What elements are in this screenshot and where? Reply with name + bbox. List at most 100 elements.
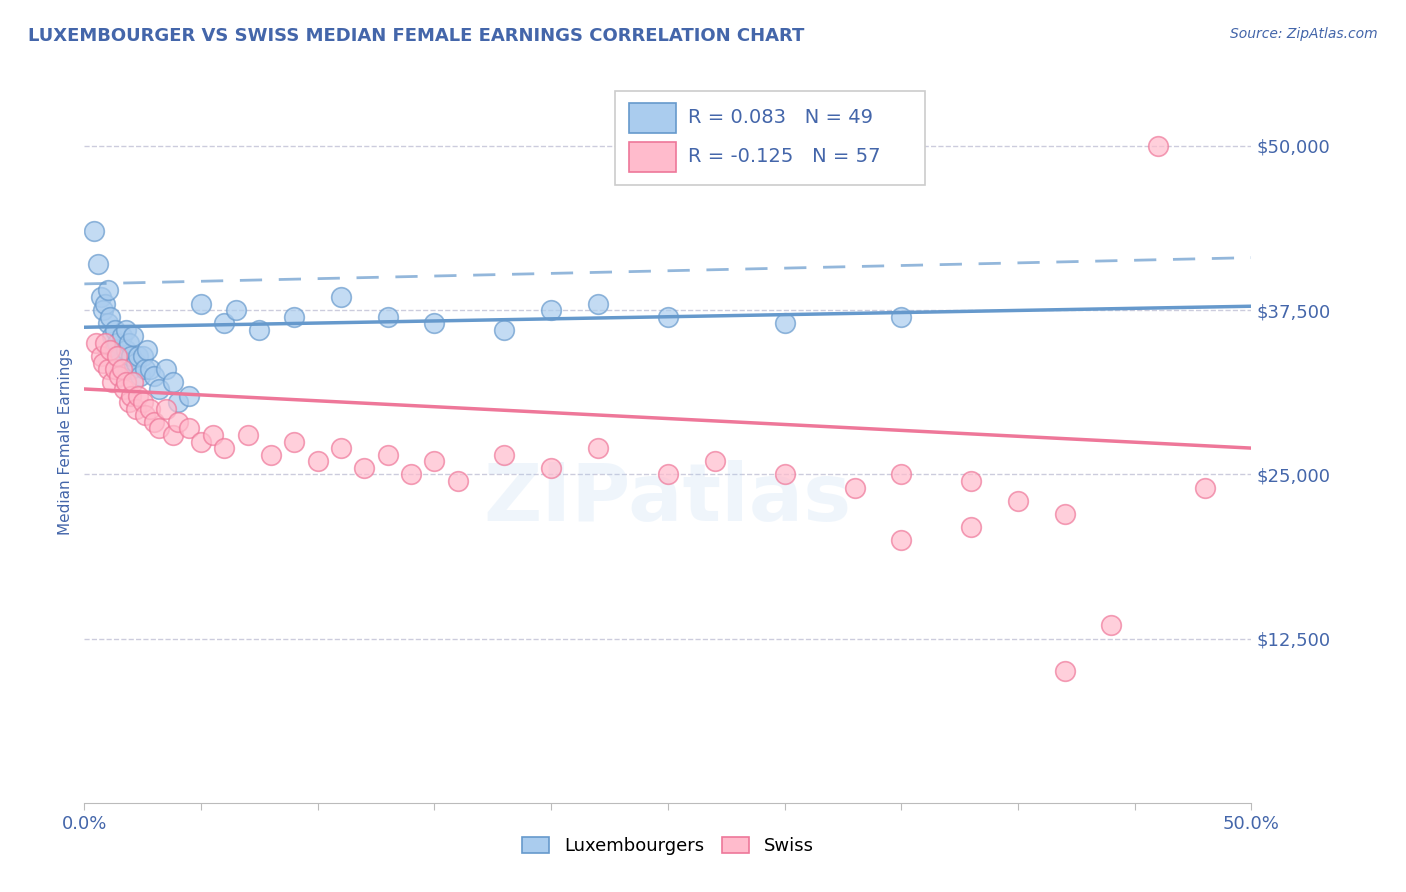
Point xyxy=(155,362,177,376)
Text: LUXEMBOURGER VS SWISS MEDIAN FEMALE EARNINGS CORRELATION CHART: LUXEMBOURGER VS SWISS MEDIAN FEMALE EARN… xyxy=(28,27,804,45)
Point xyxy=(1053,507,1076,521)
Point xyxy=(138,401,160,416)
Point xyxy=(111,329,134,343)
FancyBboxPatch shape xyxy=(616,91,925,185)
Point xyxy=(125,356,148,370)
Point xyxy=(201,428,224,442)
Point xyxy=(307,454,329,468)
Point xyxy=(773,316,796,330)
Point xyxy=(166,395,188,409)
Point xyxy=(120,362,142,376)
Point xyxy=(586,296,609,310)
Point xyxy=(108,368,131,383)
Point xyxy=(162,428,184,442)
Point xyxy=(179,421,201,435)
Point xyxy=(134,409,156,423)
Point xyxy=(155,401,177,416)
Point xyxy=(132,395,155,409)
Point xyxy=(134,362,156,376)
Point xyxy=(260,448,283,462)
Point xyxy=(1099,618,1122,632)
Point xyxy=(112,382,135,396)
Point xyxy=(586,441,609,455)
Text: ZIPatlas: ZIPatlas xyxy=(484,460,852,539)
Point xyxy=(377,310,399,324)
FancyBboxPatch shape xyxy=(630,142,676,172)
FancyBboxPatch shape xyxy=(630,103,676,133)
Point xyxy=(115,376,138,390)
Point xyxy=(960,520,983,534)
Point xyxy=(214,441,236,455)
Point xyxy=(98,310,121,324)
Point xyxy=(112,362,135,376)
Point xyxy=(423,454,446,468)
Point xyxy=(447,474,470,488)
Point xyxy=(844,481,866,495)
Text: R = -0.125   N = 57: R = -0.125 N = 57 xyxy=(688,147,880,167)
Text: Source: ZipAtlas.com: Source: ZipAtlas.com xyxy=(1230,27,1378,41)
Point xyxy=(108,356,131,370)
Point xyxy=(399,467,422,482)
Point xyxy=(138,362,160,376)
Point xyxy=(1147,139,1170,153)
Point xyxy=(127,349,149,363)
Point xyxy=(162,376,184,390)
Point xyxy=(773,467,796,482)
Point xyxy=(703,454,725,468)
Point xyxy=(90,349,112,363)
Point xyxy=(1007,493,1029,508)
Point xyxy=(890,533,912,547)
Point xyxy=(190,434,212,449)
Point xyxy=(540,303,562,318)
Point xyxy=(960,474,983,488)
Point xyxy=(494,323,516,337)
Point xyxy=(87,257,110,271)
Point xyxy=(115,323,138,337)
Point xyxy=(104,323,127,337)
Point xyxy=(657,310,679,324)
Point xyxy=(98,343,121,357)
Point xyxy=(115,343,138,357)
Point xyxy=(1194,481,1216,495)
Point xyxy=(330,441,353,455)
Point xyxy=(111,362,134,376)
Point xyxy=(108,349,131,363)
Point xyxy=(101,376,124,390)
Point xyxy=(540,460,562,475)
Point xyxy=(105,349,128,363)
Point xyxy=(657,467,679,482)
Point xyxy=(148,382,170,396)
Point xyxy=(353,460,375,475)
Point xyxy=(90,290,112,304)
Point xyxy=(105,336,128,351)
Point xyxy=(1053,665,1076,679)
Point xyxy=(84,336,107,351)
Point xyxy=(494,448,516,462)
Point xyxy=(214,316,236,330)
Point xyxy=(225,303,247,318)
Point xyxy=(97,284,120,298)
Point xyxy=(94,336,117,351)
Point xyxy=(104,362,127,376)
Point xyxy=(122,329,145,343)
Point xyxy=(91,356,114,370)
Point xyxy=(330,290,353,304)
Point xyxy=(143,368,166,383)
Point xyxy=(190,296,212,310)
Point xyxy=(377,448,399,462)
Point xyxy=(104,343,127,357)
Point xyxy=(94,296,117,310)
Point xyxy=(132,349,155,363)
Point xyxy=(143,415,166,429)
Point xyxy=(283,434,305,449)
Text: R = 0.083   N = 49: R = 0.083 N = 49 xyxy=(688,108,873,128)
Legend: Luxembourgers, Swiss: Luxembourgers, Swiss xyxy=(522,837,814,855)
Point xyxy=(890,310,912,324)
Point xyxy=(249,323,271,337)
Point xyxy=(83,224,105,238)
Point xyxy=(166,415,188,429)
Point xyxy=(423,316,446,330)
Point xyxy=(125,401,148,416)
Point xyxy=(97,316,120,330)
Point xyxy=(283,310,305,324)
